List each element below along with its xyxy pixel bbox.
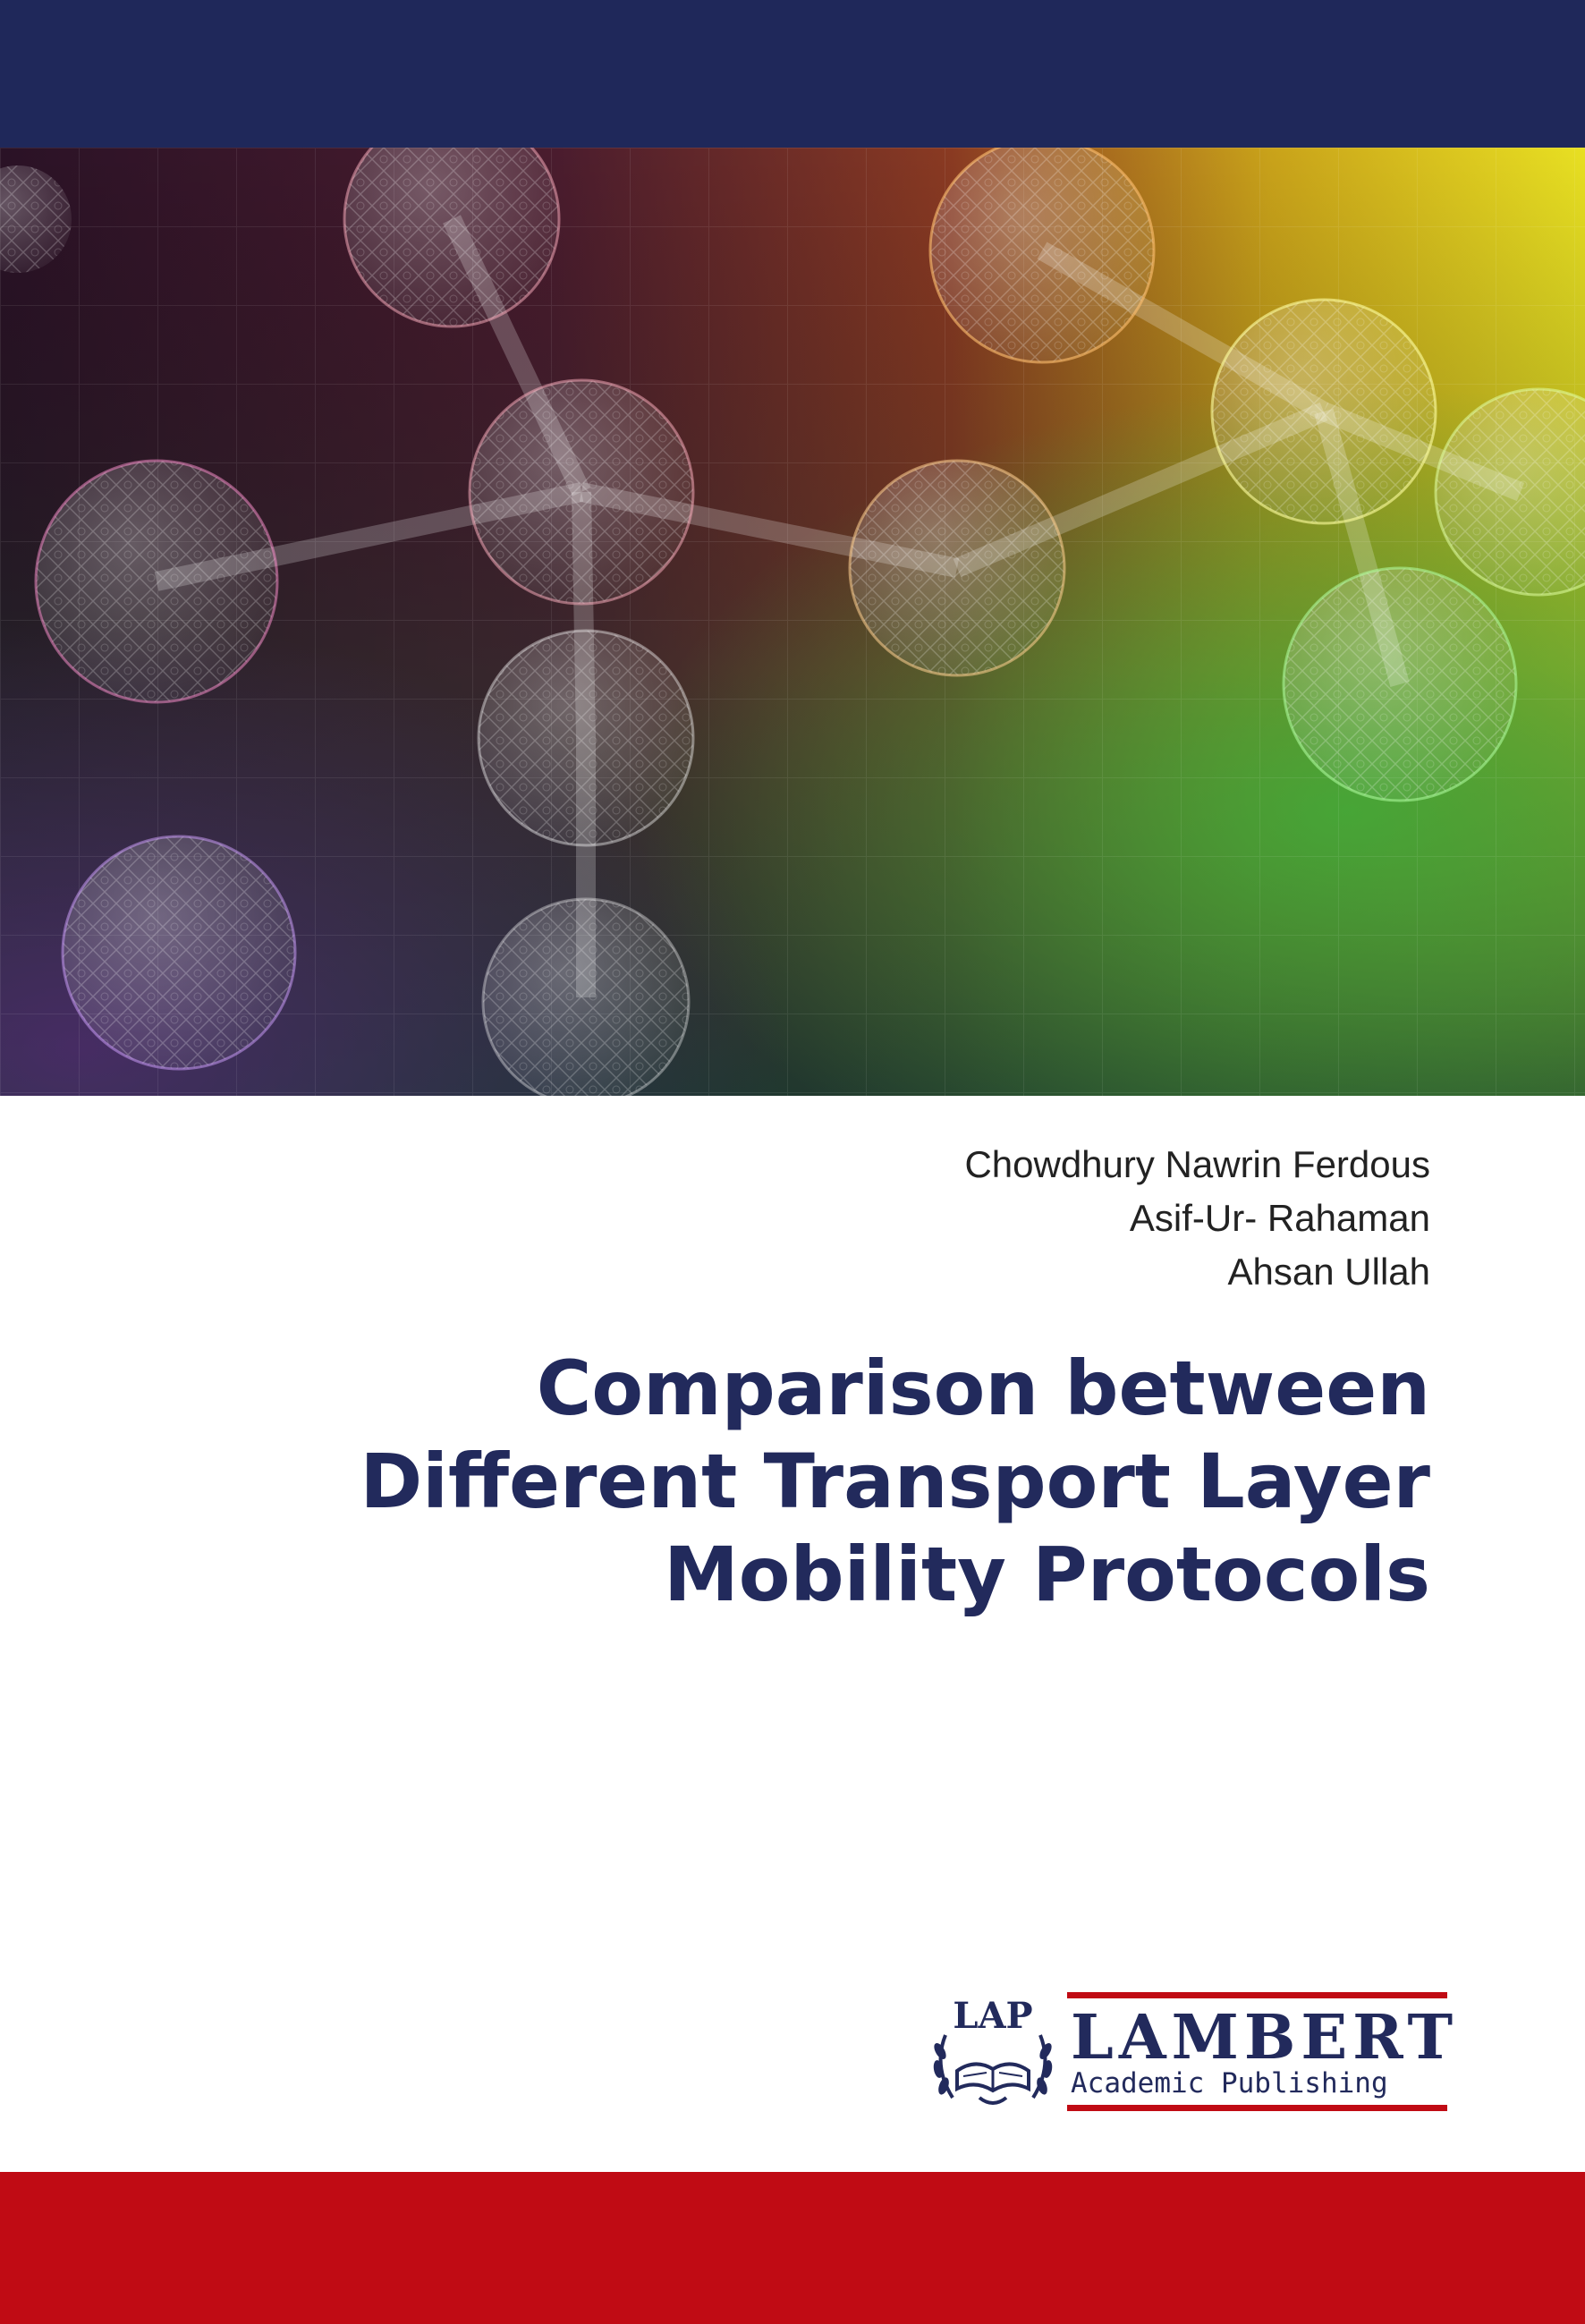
author-name: Ahsan Ullah <box>1227 1251 1430 1293</box>
bottom-color-band <box>0 2172 1585 2324</box>
author-name: Asif-Ur- Rahaman <box>1129 1197 1430 1239</box>
book-title: Comparison between Different Transport L… <box>178 1342 1430 1621</box>
molecule-network-art <box>0 148 1585 1096</box>
author-list: Chowdhury Nawrin Ferdous Asif-Ur- Rahama… <box>964 1138 1430 1299</box>
publisher-emblem-text: LAP <box>953 1995 1032 2037</box>
publisher-name: LAMBERT <box>1071 2002 1454 2074</box>
open-book-laurel-icon <box>933 2034 1053 2105</box>
publisher-logo: LAP LAMBERT Academic Publishing <box>926 1972 1454 2120</box>
cover-artwork <box>0 148 1585 1096</box>
author-name: Chowdhury Nawrin Ferdous <box>964 1143 1430 1185</box>
book-title-line: Different Transport Layer <box>360 1438 1430 1525</box>
publisher-subtitle: Academic Publishing <box>1071 2067 1388 2099</box>
book-title-line: Mobility Protocols <box>664 1531 1430 1618</box>
molecule-spheres <box>0 148 1585 1096</box>
book-title-line: Comparison between <box>536 1344 1430 1432</box>
top-color-band <box>0 0 1585 148</box>
